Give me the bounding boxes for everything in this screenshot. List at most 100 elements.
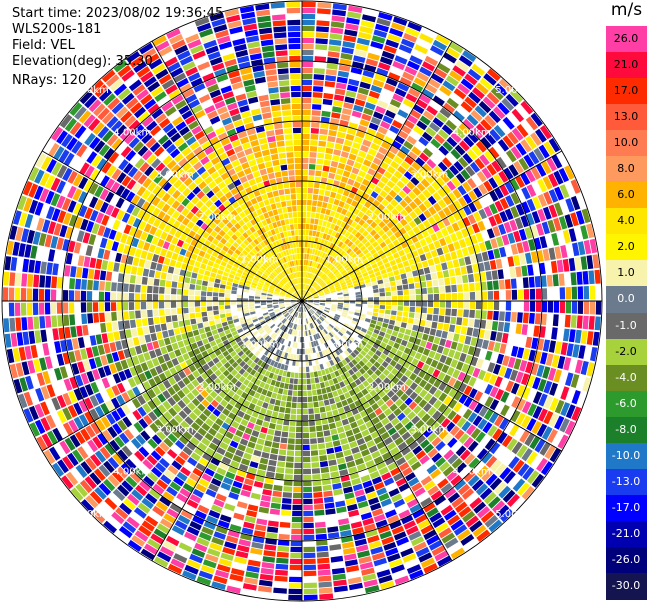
velocity-gate [311, 110, 321, 116]
velocity-gate [165, 280, 172, 288]
velocity-gate [341, 314, 347, 318]
velocity-gate [364, 201, 372, 209]
velocity-gate [485, 350, 493, 361]
velocity-gate [513, 358, 522, 370]
velocity-gate [379, 305, 386, 310]
velocity-gate [468, 190, 478, 201]
velocity-gate [317, 437, 325, 444]
velocity-gate [401, 317, 408, 323]
velocity-gate [503, 167, 514, 180]
velocity-gate [447, 514, 461, 526]
velocity-gate [489, 203, 498, 215]
velocity-gate [479, 272, 487, 282]
velocity-gate [354, 224, 362, 231]
velocity-gate [218, 305, 225, 310]
velocity-gate [307, 297, 313, 300]
velocity-gate [400, 273, 407, 280]
velocity-gate [407, 151, 418, 161]
velocity-gate [359, 367, 366, 375]
velocity-gate [355, 249, 362, 256]
velocity-gate [132, 337, 140, 346]
velocity-gate [493, 248, 501, 259]
velocity-gate [361, 357, 369, 364]
velocity-gate [353, 282, 360, 287]
velocity-gate [283, 486, 293, 492]
velocity-gate [327, 392, 334, 399]
velocity-gate [273, 587, 287, 594]
velocity-gate [404, 451, 415, 461]
velocity-gate [253, 481, 264, 488]
velocity-gate [302, 444, 310, 451]
velocity-gate [176, 301, 183, 308]
velocity-gate [339, 156, 348, 164]
velocity-gate [287, 438, 295, 444]
velocity-gate [416, 120, 428, 131]
velocity-gate [500, 404, 510, 417]
velocity-gate [333, 327, 339, 333]
velocity-gate [487, 281, 493, 291]
velocity-gate [364, 64, 377, 73]
velocity-gate [419, 339, 427, 348]
velocity-gate [309, 146, 318, 152]
velocity-gate [455, 60, 470, 72]
velocity-gate [269, 453, 278, 461]
velocity-gate [341, 366, 348, 373]
velocity-gate [316, 243, 320, 250]
velocity-gate [342, 335, 348, 341]
velocity-gate [302, 247, 305, 254]
velocity-gate [330, 118, 340, 125]
velocity-gate [379, 253, 387, 260]
velocity-gate [27, 274, 34, 287]
velocity-gate [485, 473, 498, 486]
velocity-gate [503, 322, 511, 333]
velocity-gate [153, 286, 159, 294]
velocity-gate [560, 402, 571, 417]
velocity-gate [411, 358, 419, 366]
velocity-gate [400, 547, 414, 558]
velocity-gate [545, 353, 554, 366]
velocity-gate [426, 158, 437, 169]
velocity-gate [369, 204, 377, 212]
velocity-gate [321, 387, 327, 394]
velocity-gate [391, 310, 397, 316]
velocity-gate [295, 360, 299, 367]
velocity-gate [313, 74, 325, 81]
velocity-gate [319, 351, 324, 358]
velocity-gate [565, 198, 575, 213]
velocity-gate [401, 278, 408, 285]
velocity-gate [338, 518, 350, 526]
velocity-gate [153, 317, 160, 325]
velocity-gate [159, 309, 165, 316]
velocity-gate [571, 390, 581, 405]
velocity-gate [534, 313, 541, 325]
velocity-gate [392, 140, 402, 150]
velocity-gate [474, 390, 484, 402]
velocity-gate [308, 402, 314, 408]
velocity-gate [294, 450, 302, 457]
velocity-gate [505, 311, 511, 322]
velocity-gate [367, 148, 377, 157]
velocity-gate [390, 467, 401, 477]
velocity-gate [433, 352, 442, 361]
velocity-gate [548, 340, 556, 353]
velocity-gate [373, 233, 381, 241]
velocity-gate [537, 178, 548, 193]
velocity-gate [516, 444, 528, 458]
velocity-gate [411, 482, 423, 492]
velocity-gate [463, 193, 473, 204]
velocity-gate [349, 441, 358, 449]
velocity-gate [42, 343, 50, 356]
velocity-gate [397, 412, 406, 421]
velocity-gate [304, 312, 307, 318]
velocity-gate [362, 372, 370, 380]
velocity-gate [308, 236, 312, 242]
velocity-gate [345, 429, 354, 437]
velocity-gate [87, 313, 94, 324]
velocity-gate [435, 177, 446, 187]
velocity-gate [357, 211, 365, 219]
velocity-gate [313, 295, 319, 298]
velocity-gate [309, 309, 314, 315]
velocity-gate [374, 245, 382, 252]
velocity-gate [452, 333, 460, 342]
velocity-gate [305, 272, 308, 278]
